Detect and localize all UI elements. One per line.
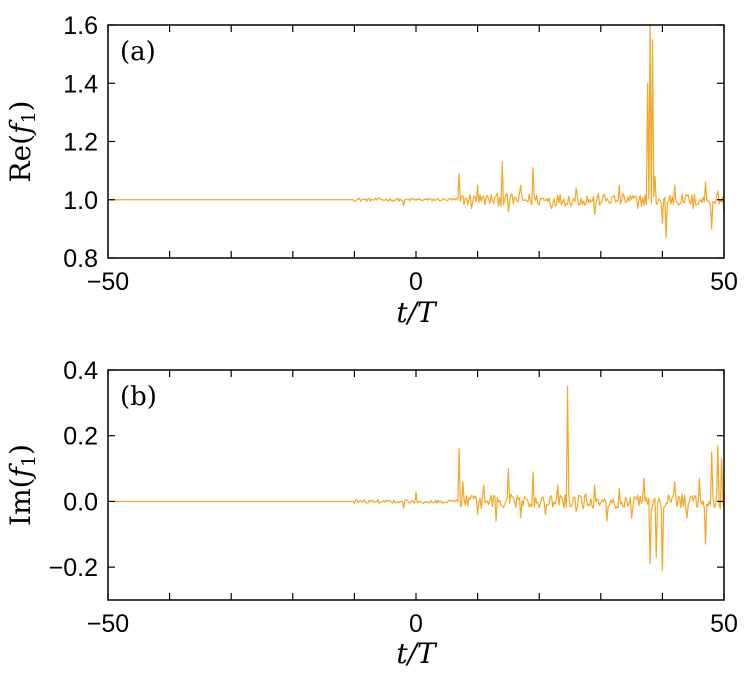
- y-tick-label: 1.6: [63, 12, 98, 40]
- y-label-suffix: ): [4, 444, 37, 455]
- y-tick-label: 0.2: [63, 423, 98, 451]
- y-tick-label: −0.2: [49, 554, 98, 582]
- plot-frame: [107, 369, 725, 601]
- y-label-prefix: Re(: [4, 134, 37, 183]
- series-line: [108, 385, 725, 572]
- y-tick-label: 0.4: [63, 357, 98, 385]
- x-tick-label: 50: [710, 610, 738, 638]
- x-axis-label: t/T: [396, 637, 438, 670]
- panel-tag: (b): [120, 382, 157, 412]
- y-tick-label: 0.0: [63, 488, 98, 516]
- x-tick-label: 50: [710, 268, 738, 296]
- x-tick-label: −50: [87, 268, 129, 296]
- series-line: [108, 24, 725, 239]
- y-tick-label: 1.4: [63, 70, 98, 98]
- y-tick-label: 0.8: [63, 245, 98, 273]
- y-tick-label: 1.2: [63, 129, 98, 157]
- series-layer: [108, 24, 725, 239]
- y-tick-label: 1.0: [63, 187, 98, 215]
- x-axis-label: t/T: [396, 296, 438, 329]
- panel-tag: (a): [120, 37, 156, 67]
- x-tick-label: 0: [409, 610, 423, 638]
- y-label-sub: 1: [18, 455, 40, 467]
- panel-b: −50 0 50 −0.2 0.0 0.2 0.4 (b) t/T Im(f1): [4, 357, 738, 670]
- x-tick-label: −50: [87, 610, 129, 638]
- panel-a: −50 0 50 0.8 1.0 1.2 1.4 1.6 (a) t/T Re(f1): [4, 12, 738, 329]
- y-label-suffix: ): [4, 101, 37, 112]
- x-tick-label: 0: [409, 268, 423, 296]
- plot-frame: [107, 24, 725, 259]
- ticks: −50 0 50 −0.2 0.0 0.2 0.4: [49, 357, 738, 638]
- y-axis-label: Im(f1): [4, 444, 40, 526]
- y-axis-label: Re(f1): [4, 101, 40, 183]
- ticks: −50 0 50 0.8 1.0 1.2 1.4 1.6: [63, 12, 738, 296]
- y-label-prefix: Im(: [4, 477, 37, 526]
- y-label-sub: 1: [18, 111, 40, 123]
- series-layer: [108, 385, 725, 572]
